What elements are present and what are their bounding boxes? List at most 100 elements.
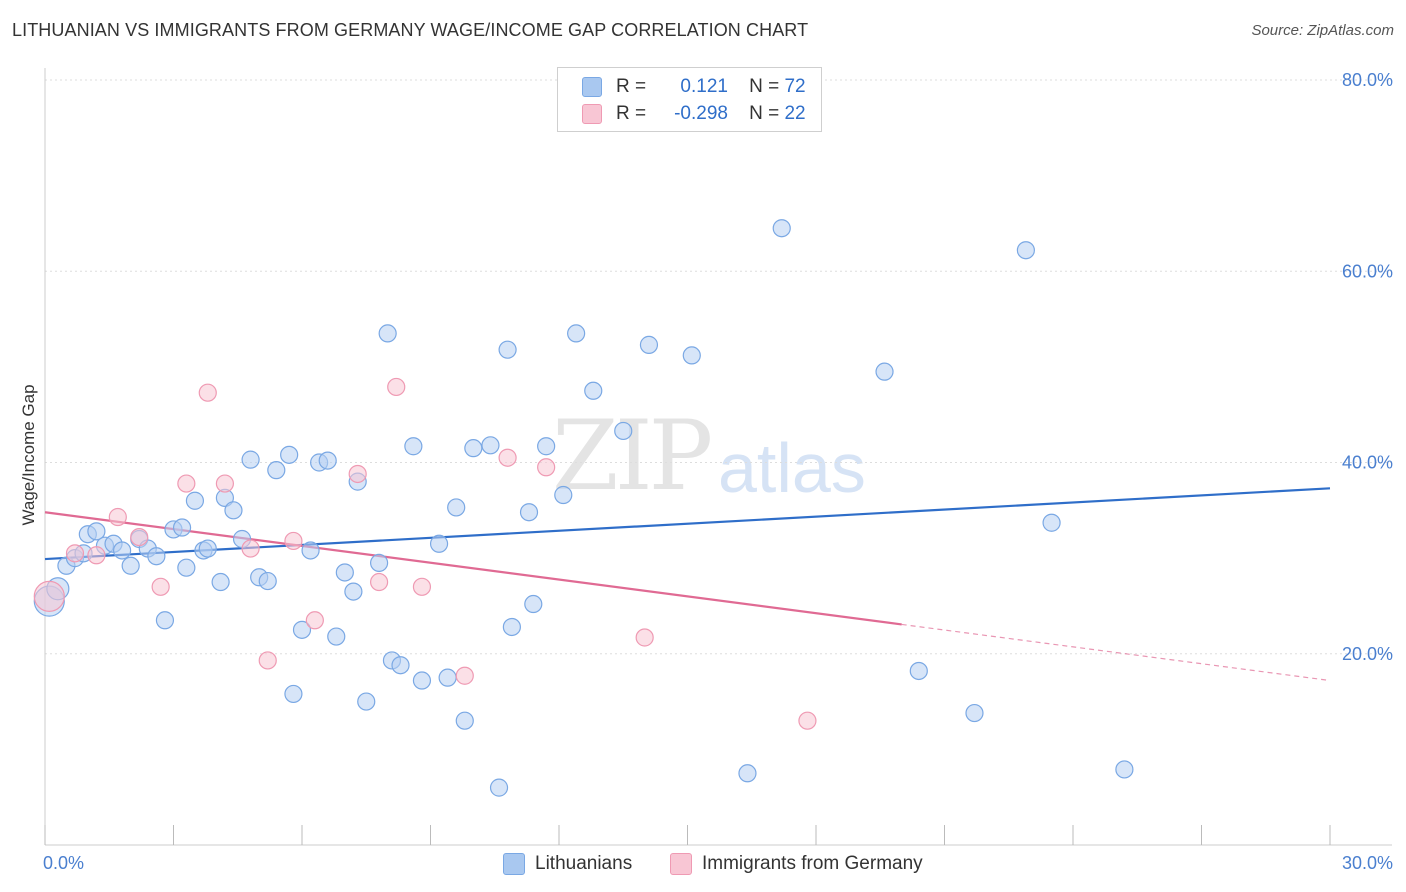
legend-n-value: 22 [784, 103, 806, 124]
point-lithuanians [738, 764, 757, 783]
gridlines [45, 79, 1392, 655]
y-tick-label: 80.0% [1342, 70, 1393, 90]
legend-swatch-germany [582, 104, 602, 124]
point-germany [455, 666, 474, 685]
point-lithuanians [1115, 760, 1134, 779]
point-germany [498, 448, 517, 467]
point-germany [130, 527, 149, 547]
axes [44, 68, 1392, 846]
legend-item-germany: Immigrants from Germany [670, 851, 923, 877]
point-lithuanians [412, 671, 432, 690]
point-lithuanians [241, 450, 260, 469]
legend-label-lithuanians: Lithuanians [535, 853, 633, 874]
point-lithuanians [502, 617, 521, 637]
chart-source: Source: ZipAtlas.com [1251, 22, 1394, 39]
point-lithuanians [370, 553, 389, 573]
point-lithuanians [489, 778, 509, 797]
point-lithuanians [447, 498, 466, 517]
point-lithuanians [87, 522, 106, 541]
point-lithuanians [537, 437, 556, 456]
point-lithuanians [121, 556, 140, 575]
point-germany [65, 544, 85, 563]
x-tick-label: 30.0% [1342, 853, 1393, 873]
point-lithuanians [391, 656, 410, 675]
point-germany [108, 507, 127, 527]
y-tick-label: 60.0% [1342, 261, 1393, 281]
point-lithuanians [378, 324, 397, 343]
point-lithuanians [258, 571, 277, 591]
point-germany [241, 539, 260, 558]
point-germany [370, 572, 389, 592]
point-germany [215, 474, 234, 493]
legend-n-label: N = [749, 103, 780, 124]
point-lithuanians [965, 703, 984, 723]
point-lithuanians [639, 335, 659, 354]
point-lithuanians [224, 501, 243, 520]
point-lithuanians [335, 563, 354, 582]
point-lithuanians [614, 421, 633, 441]
point-lithuanians [172, 518, 192, 537]
legend-label-germany: Immigrants from Germany [702, 853, 923, 874]
legend-swatch-germany [670, 853, 692, 875]
y-tick-label: 40.0% [1342, 453, 1393, 473]
point-lithuanians [584, 381, 603, 400]
watermark-zip: ZIP [552, 400, 713, 512]
point-germany [412, 577, 432, 596]
point-lithuanians [429, 534, 449, 553]
point-lithuanians [519, 503, 539, 522]
point-lithuanians [112, 541, 132, 560]
point-germany [305, 611, 324, 630]
point-lithuanians [438, 668, 457, 687]
point-germany [33, 580, 65, 612]
x-tick-label: 0.0% [43, 853, 84, 873]
point-lithuanians [155, 611, 175, 630]
point-lithuanians [284, 684, 303, 704]
point-lithuanians [280, 445, 299, 464]
legend-r-label: R = [616, 76, 647, 97]
point-germany [798, 711, 817, 730]
point-lithuanians [198, 539, 217, 558]
point-lithuanians [554, 485, 573, 505]
point-germany [177, 474, 196, 493]
point-lithuanians [185, 491, 205, 510]
point-lithuanians [357, 692, 376, 711]
point-lithuanians [682, 346, 701, 365]
tick-labels: 20.0% 40.0% 60.0% 80.0% 0.0% 30.0% [43, 70, 1393, 873]
point-lithuanians [455, 711, 474, 730]
legend-swatch-lithuanians [503, 853, 525, 875]
point-germany [151, 577, 170, 596]
chart-title: LITHUANIAN VS IMMIGRANTS FROM GERMANY WA… [12, 20, 809, 40]
legend-row-germany: R = -0.298 N = 22 [582, 102, 806, 126]
point-germany [387, 377, 406, 397]
point-lithuanians [177, 558, 196, 577]
trend-line-lithuanians [44, 487, 1331, 561]
point-lithuanians [567, 324, 586, 343]
data-points [33, 219, 1134, 797]
point-lithuanians [292, 620, 312, 639]
point-germany [198, 383, 217, 402]
point-lithuanians [1042, 513, 1061, 532]
point-lithuanians [267, 461, 286, 480]
point-germany [537, 458, 556, 477]
legend-r-label: R = [616, 103, 647, 124]
watermark-atlas: atlas [718, 429, 866, 507]
point-lithuanians [481, 436, 500, 455]
legend-r-value: -0.298 [674, 103, 728, 124]
legend-row-lithuanians: R = 0.121 N = 72 [582, 75, 806, 99]
point-lithuanians [147, 547, 166, 566]
point-lithuanians [344, 582, 363, 601]
point-lithuanians [498, 340, 517, 359]
point-germany [258, 651, 277, 670]
point-lithuanians [404, 437, 423, 456]
point-lithuanians [327, 627, 346, 646]
point-germany [348, 464, 367, 484]
legend-n-label: N = [749, 76, 780, 97]
point-lithuanians [211, 572, 230, 592]
legend-r-value: 0.121 [680, 76, 728, 97]
point-germany [635, 628, 654, 647]
y-axis-label: Wage/Income Gap [19, 384, 38, 525]
legend-n-value: 72 [784, 76, 806, 97]
point-lithuanians [772, 219, 791, 238]
point-lithuanians [875, 362, 894, 381]
